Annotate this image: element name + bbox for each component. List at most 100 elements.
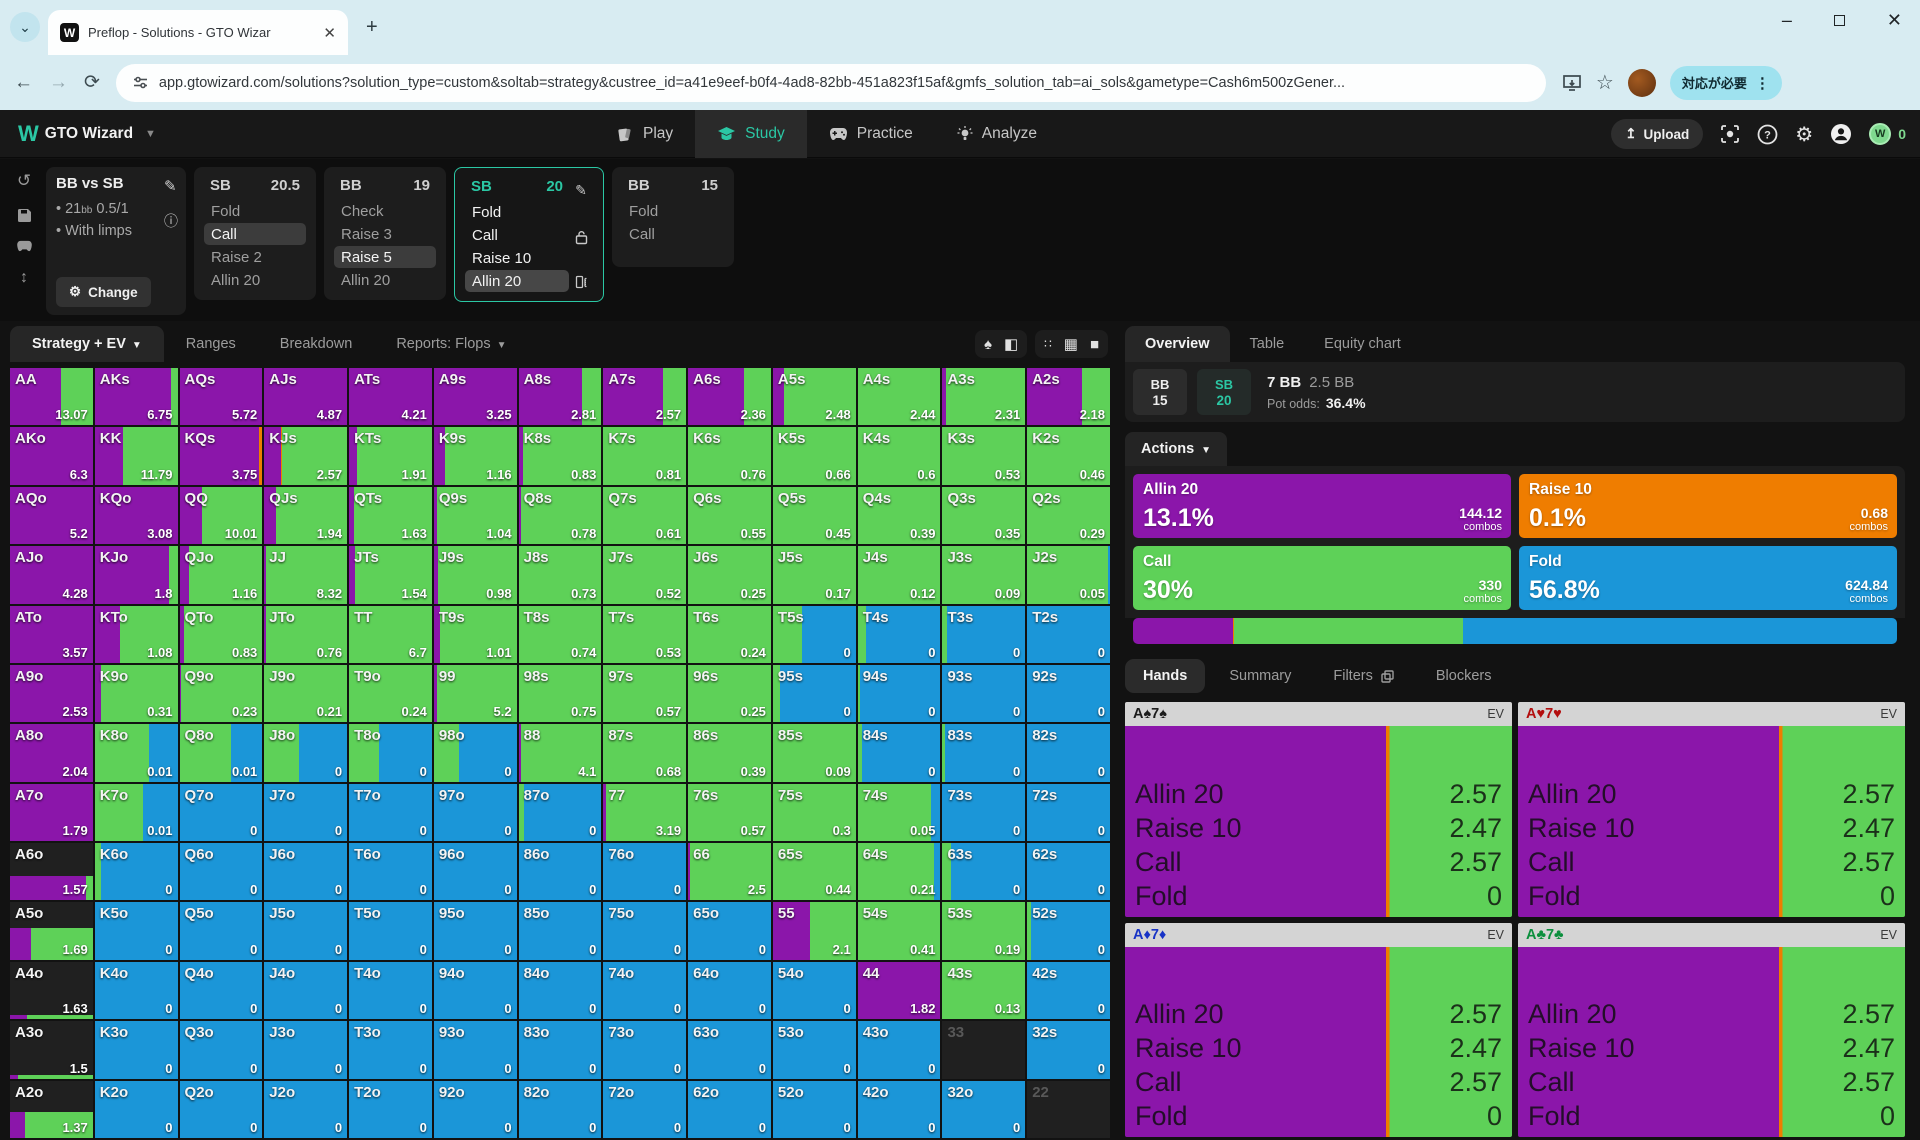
- tree-node-bb-15[interactable]: BB 15 Fold Call: [612, 167, 734, 267]
- matrix-cell-A2s[interactable]: A2s 2.18: [1027, 368, 1110, 426]
- matrix-cell-QJs[interactable]: QJs 1.94: [264, 486, 348, 545]
- matrix-cell-63o[interactable]: 63o 0: [688, 1021, 771, 1079]
- matrix-cell-Q6s[interactable]: Q6s 0.55: [688, 486, 771, 545]
- matrix-cell-T8s[interactable]: T8s 0.74: [518, 605, 602, 663]
- address-bar[interactable]: app.gtowizard.com/solutions?solution_typ…: [115, 63, 1546, 102]
- matrix-cell-T3o[interactable]: T3o 0: [349, 1021, 432, 1079]
- matrix-cell-86s[interactable]: 86s 0.39: [688, 724, 771, 782]
- matrix-cell-Q7o[interactable]: Q7o 0: [179, 783, 263, 842]
- matrix-cell-42s[interactable]: 42s 0: [1027, 961, 1110, 1020]
- action-option-raise-10[interactable]: Raise 10: [472, 249, 532, 267]
- matrix-cell-Q4s[interactable]: Q4s 0.39: [857, 486, 941, 545]
- matrix-cell-86o[interactable]: 86o 0: [518, 843, 602, 901]
- matrix-cell-A9s[interactable]: A9s 3.25: [433, 368, 517, 426]
- action-option-call[interactable]: Call: [629, 225, 655, 243]
- play-mode-icon[interactable]: [16, 240, 33, 252]
- matrix-cell-A8o[interactable]: A8o 2.04: [10, 724, 93, 782]
- window-close-icon[interactable]: ✕: [1886, 10, 1902, 30]
- matrix-cell-J8s[interactable]: J8s 0.73: [518, 546, 602, 604]
- matrix-cell-66[interactable]: 66 2.5: [688, 843, 771, 901]
- action-option-fold[interactable]: Fold: [472, 203, 502, 221]
- matrix-cell-74s[interactable]: 74s 0.05: [857, 783, 941, 842]
- action-option-raise-2[interactable]: Raise 2: [211, 248, 262, 266]
- tab-reports-flops[interactable]: Reports: Flops ▼: [396, 336, 507, 352]
- matrix-cell-AKs[interactable]: AKs 6.75: [94, 368, 178, 426]
- nav-item-study[interactable]: Study: [695, 110, 807, 158]
- matrix-cell-43o[interactable]: 43o 0: [857, 1021, 941, 1079]
- matrix-cell-53o[interactable]: 53o 0: [772, 1021, 856, 1079]
- matrix-cell-K8s[interactable]: K8s 0.83: [518, 427, 602, 485]
- matrix-cell-T9s[interactable]: T9s 1.01: [433, 605, 517, 663]
- matrix-cell-K5o[interactable]: K5o 0: [94, 902, 178, 960]
- matrix-cell-AJo[interactable]: AJo 4.28: [10, 546, 93, 604]
- matrix-cell-A6o[interactable]: A6o 1.57: [10, 843, 93, 901]
- tab-summary[interactable]: Summary: [1229, 668, 1292, 684]
- matrix-cell-QTs[interactable]: QTs 1.63: [349, 486, 432, 545]
- matrix-cell-K2o[interactable]: K2o 0: [94, 1080, 178, 1138]
- matrix-cell-93o[interactable]: 93o 0: [433, 1021, 517, 1079]
- matrix-size-small-icon[interactable]: ∷: [1044, 337, 1052, 351]
- matrix-cell-98o[interactable]: 98o 0: [433, 724, 517, 782]
- matrix-cell-A7o[interactable]: A7o 1.79: [10, 783, 93, 842]
- matrix-cell-53s[interactable]: 53s 0.19: [942, 902, 1026, 960]
- matrix-cell-J3o[interactable]: J3o 0: [264, 1021, 348, 1079]
- matrix-cell-K6s[interactable]: K6s 0.76: [688, 427, 771, 485]
- matrix-cell-J5o[interactable]: J5o 0: [264, 902, 348, 960]
- matrix-cell-95o[interactable]: 95o 0: [433, 902, 517, 960]
- matrix-cell-T7s[interactable]: T7s 0.53: [603, 605, 687, 663]
- matrix-cell-K3s[interactable]: K3s 0.53: [942, 427, 1026, 485]
- matrix-cell-J9o[interactable]: J9o 0.21: [264, 664, 348, 723]
- matrix-cell-QQ[interactable]: QQ 10.01: [179, 486, 263, 545]
- tab-overview[interactable]: Overview: [1125, 326, 1230, 362]
- nav-item-play[interactable]: Play: [595, 110, 695, 158]
- action-option-fold[interactable]: Fold: [211, 202, 241, 220]
- matrix-cell-K9s[interactable]: K9s 1.16: [433, 427, 517, 485]
- matrix-cell-Q5o[interactable]: Q5o 0: [179, 902, 263, 960]
- matrix-cell-KTo[interactable]: KTo 1.08: [94, 605, 178, 663]
- matrix-cell-64s[interactable]: 64s 0.21: [857, 843, 941, 901]
- matrix-cell-J2o[interactable]: J2o 0: [264, 1080, 348, 1138]
- matrix-cell-J4o[interactable]: J4o 0: [264, 961, 348, 1020]
- window-maximize-icon[interactable]: [1833, 15, 1845, 26]
- matrix-cell-K4s[interactable]: K4s 0.6: [857, 427, 941, 485]
- matrix-cell-A9o[interactable]: A9o 2.53: [10, 664, 93, 723]
- matrix-cell-Q7s[interactable]: Q7s 0.61: [603, 486, 687, 545]
- matrix-cell-KTs[interactable]: KTs 1.91: [349, 427, 432, 485]
- browser-menu-kebab-icon[interactable]: ⋮: [1754, 74, 1770, 92]
- matrix-cell-85o[interactable]: 85o 0: [518, 902, 602, 960]
- matrix-cell-42o[interactable]: 42o 0: [857, 1080, 941, 1138]
- matrix-cell-JTs[interactable]: JTs 1.54: [349, 546, 432, 604]
- matrix-cell-T5o[interactable]: T5o 0: [349, 902, 432, 960]
- matrix-cell-96o[interactable]: 96o 0: [433, 843, 517, 901]
- matrix-cell-72o[interactable]: 72o 0: [603, 1080, 687, 1138]
- player-chip-sb[interactable]: SB 20: [1197, 369, 1251, 415]
- action-option-allin-20[interactable]: Allin 20: [465, 270, 569, 292]
- matrix-cell-K9o[interactable]: K9o 0.31: [94, 664, 178, 723]
- upload-button[interactable]: ↥ Upload: [1611, 119, 1704, 149]
- matrix-cell-82o[interactable]: 82o 0: [518, 1080, 602, 1138]
- matrix-cell-83o[interactable]: 83o 0: [518, 1021, 602, 1079]
- player-chip-bb[interactable]: BB 15: [1133, 369, 1187, 415]
- matrix-cell-54o[interactable]: 54o 0: [772, 961, 856, 1020]
- action-option-allin-20[interactable]: Allin 20: [341, 271, 391, 289]
- matrix-cell-J4s[interactable]: J4s 0.12: [857, 546, 941, 604]
- matrix-cell-74o[interactable]: 74o 0: [603, 961, 687, 1020]
- tab-close-icon[interactable]: ✕: [323, 24, 336, 42]
- matrix-cell-87s[interactable]: 87s 0.68: [603, 724, 687, 782]
- matrix-cell-63s[interactable]: 63s 0: [942, 843, 1026, 901]
- brand[interactable]: W GTO Wizard ▼: [0, 121, 156, 147]
- matrix-cell-52s[interactable]: 52s 0: [1027, 902, 1110, 960]
- matrix-cell-ATs[interactable]: ATs 4.21: [349, 368, 432, 426]
- combo-card-A♠7♠[interactable]: A♠7♠ EV Allin 20 2.57 Raise 10 2.47 Call 2.57 Fo…: [1125, 702, 1512, 917]
- combo-card-A♣7♣[interactable]: A♣7♣ EV Allin 20 2.57 Raise 10 2.47 Call 2.57 Fo…: [1518, 922, 1905, 1137]
- matrix-cell-KK[interactable]: KK 11.79: [94, 427, 178, 485]
- matrix-cell-85s[interactable]: 85s 0.09: [772, 724, 856, 782]
- matrix-cell-J3s[interactable]: J3s 0.09: [942, 546, 1026, 604]
- nav-item-analyze[interactable]: Analyze: [935, 110, 1059, 158]
- matrix-cell-T2s[interactable]: T2s 0: [1027, 605, 1110, 663]
- tab-blockers[interactable]: Blockers: [1435, 668, 1492, 684]
- matrix-cell-A3s[interactable]: A3s 2.31: [942, 368, 1026, 426]
- matrix-cell-22[interactable]: 22: [1027, 1080, 1110, 1138]
- save-icon[interactable]: [17, 208, 32, 223]
- matrix-cell-KQo[interactable]: KQo 3.08: [94, 486, 178, 545]
